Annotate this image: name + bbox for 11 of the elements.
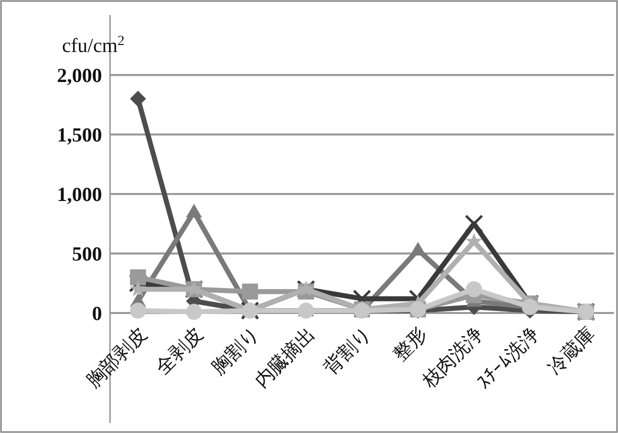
y-tick-label: 0 — [92, 303, 102, 325]
x-tick-label: 胸部剥皮 — [82, 322, 152, 392]
x-tick-label: 全剥皮 — [152, 324, 208, 379]
x-tick-label: 整形 — [390, 324, 432, 366]
y-axis-title: cfu/cm$^{2}$ — [62, 34, 125, 57]
x-tick-label: 冷蔵庫 — [544, 322, 600, 379]
y-tick-label: 2,000 — [57, 65, 102, 87]
y-tick-label: 1,500 — [57, 124, 102, 146]
y-tick-label: 500 — [72, 244, 102, 266]
y-tick-label: 1,000 — [57, 184, 102, 206]
x-tick-label: 背割り — [320, 324, 376, 379]
